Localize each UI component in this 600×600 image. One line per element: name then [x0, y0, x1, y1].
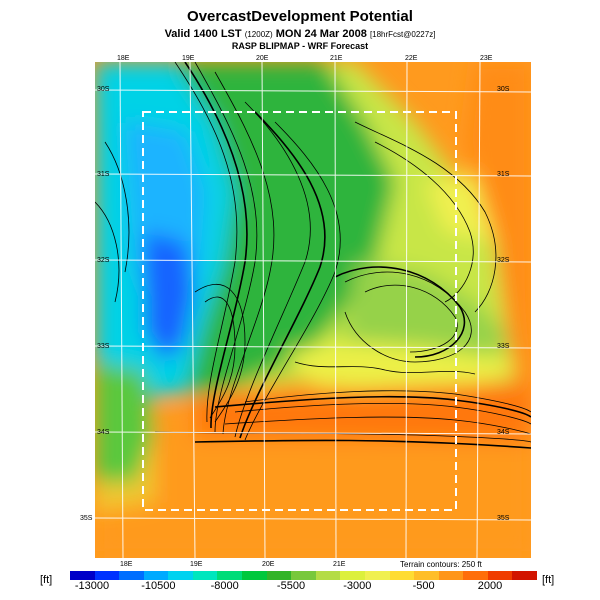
map-title: OvercastDevelopment Potential — [187, 8, 413, 25]
colorbar-unit-left: [ft] — [40, 574, 53, 586]
lat-label-right: 35S — [497, 515, 510, 522]
colorbar-tick-label: -500 — [412, 580, 435, 592]
colorbar-swatch — [438, 571, 464, 580]
lat-label-right: 32S — [497, 257, 510, 264]
lon-label-top: 18E — [117, 55, 130, 62]
lon-label-bottom: 20E — [262, 561, 275, 568]
forecast-date: MON 24 Mar 2008 — [275, 28, 367, 40]
utc-time: (1200Z) — [244, 30, 273, 39]
lon-label-top: 19E — [182, 55, 195, 62]
inner-domain-boundary — [142, 111, 457, 511]
lat-label-left: 33S — [97, 343, 110, 350]
colorbar-tick-label: 2000 — [477, 580, 503, 592]
lat-label-right: 33S — [497, 343, 510, 350]
lat-label-left: 31S — [97, 171, 110, 178]
colorbar-swatch — [512, 571, 537, 580]
lat-label-right: 34S — [497, 429, 510, 436]
colorbar-tick-label: -13000 — [74, 580, 110, 592]
colorbar-swatch — [315, 571, 341, 580]
valid-time-subtitle: Valid 1400 LST (1200Z) MON 24 Mar 2008 [… — [0, 28, 600, 40]
colorbar-swatch — [364, 571, 390, 580]
colorbar-swatch — [266, 571, 292, 580]
colorbar-swatch — [463, 571, 488, 580]
colorbar-swatch — [487, 571, 513, 580]
lon-label-top: 20E — [256, 55, 269, 62]
lon-label-bottom: 21E — [333, 561, 346, 568]
lon-label-bottom: 18E — [120, 561, 133, 568]
colorbar-swatch — [291, 571, 316, 580]
colorbar-tick-label: -3000 — [343, 580, 372, 592]
colorbar-tick-label: -8000 — [210, 580, 239, 592]
colorbar-swatch — [192, 571, 218, 580]
model-subtitle: RASP BLIPMAP - WRF Forecast — [231, 41, 369, 51]
terrain-contours-bold — [184, 62, 531, 449]
lon-label-top: 23E — [480, 55, 493, 62]
lat-label-left: 30S — [97, 86, 110, 93]
lon-label-top: 22E — [405, 55, 418, 62]
colorbar-swatch — [217, 571, 243, 580]
forecast-run: [18hrFcst@0227z] — [369, 30, 436, 39]
colorbar-swatch — [94, 571, 120, 580]
lat-label-right: 30S — [497, 86, 510, 93]
colorbar-swatch — [340, 571, 365, 580]
valid-time: Valid 1400 LST — [164, 28, 242, 40]
colorbar-swatch — [389, 571, 415, 580]
lon-label-top: 21E — [330, 55, 343, 62]
overcast-potential-map — [95, 62, 531, 558]
colorbar-unit-right: [ft] — [542, 574, 555, 586]
colorbar-swatch — [414, 571, 439, 580]
lat-label-right: 31S — [497, 171, 510, 178]
colorbar-tick-label: -5500 — [276, 580, 306, 592]
colorbar-swatch — [168, 571, 193, 580]
colorbar-tick-label: -10500 — [141, 580, 176, 592]
colorbar-swatch — [119, 571, 144, 580]
field-shading — [95, 62, 531, 558]
colorbar-swatch — [242, 571, 267, 580]
lat-lon-grid — [95, 62, 531, 558]
lat-label-left: 32S — [97, 257, 110, 264]
lon-label-bottom: 19E — [190, 561, 203, 568]
terrain-contour-note: Terrain contours: 250 ft — [400, 560, 482, 569]
colorbar-swatch — [70, 571, 95, 580]
colorbar — [70, 571, 537, 580]
colorbar-swatch — [143, 571, 169, 580]
lat-label-left: 34S — [97, 429, 110, 436]
lat-label-left: 35S — [80, 515, 93, 522]
